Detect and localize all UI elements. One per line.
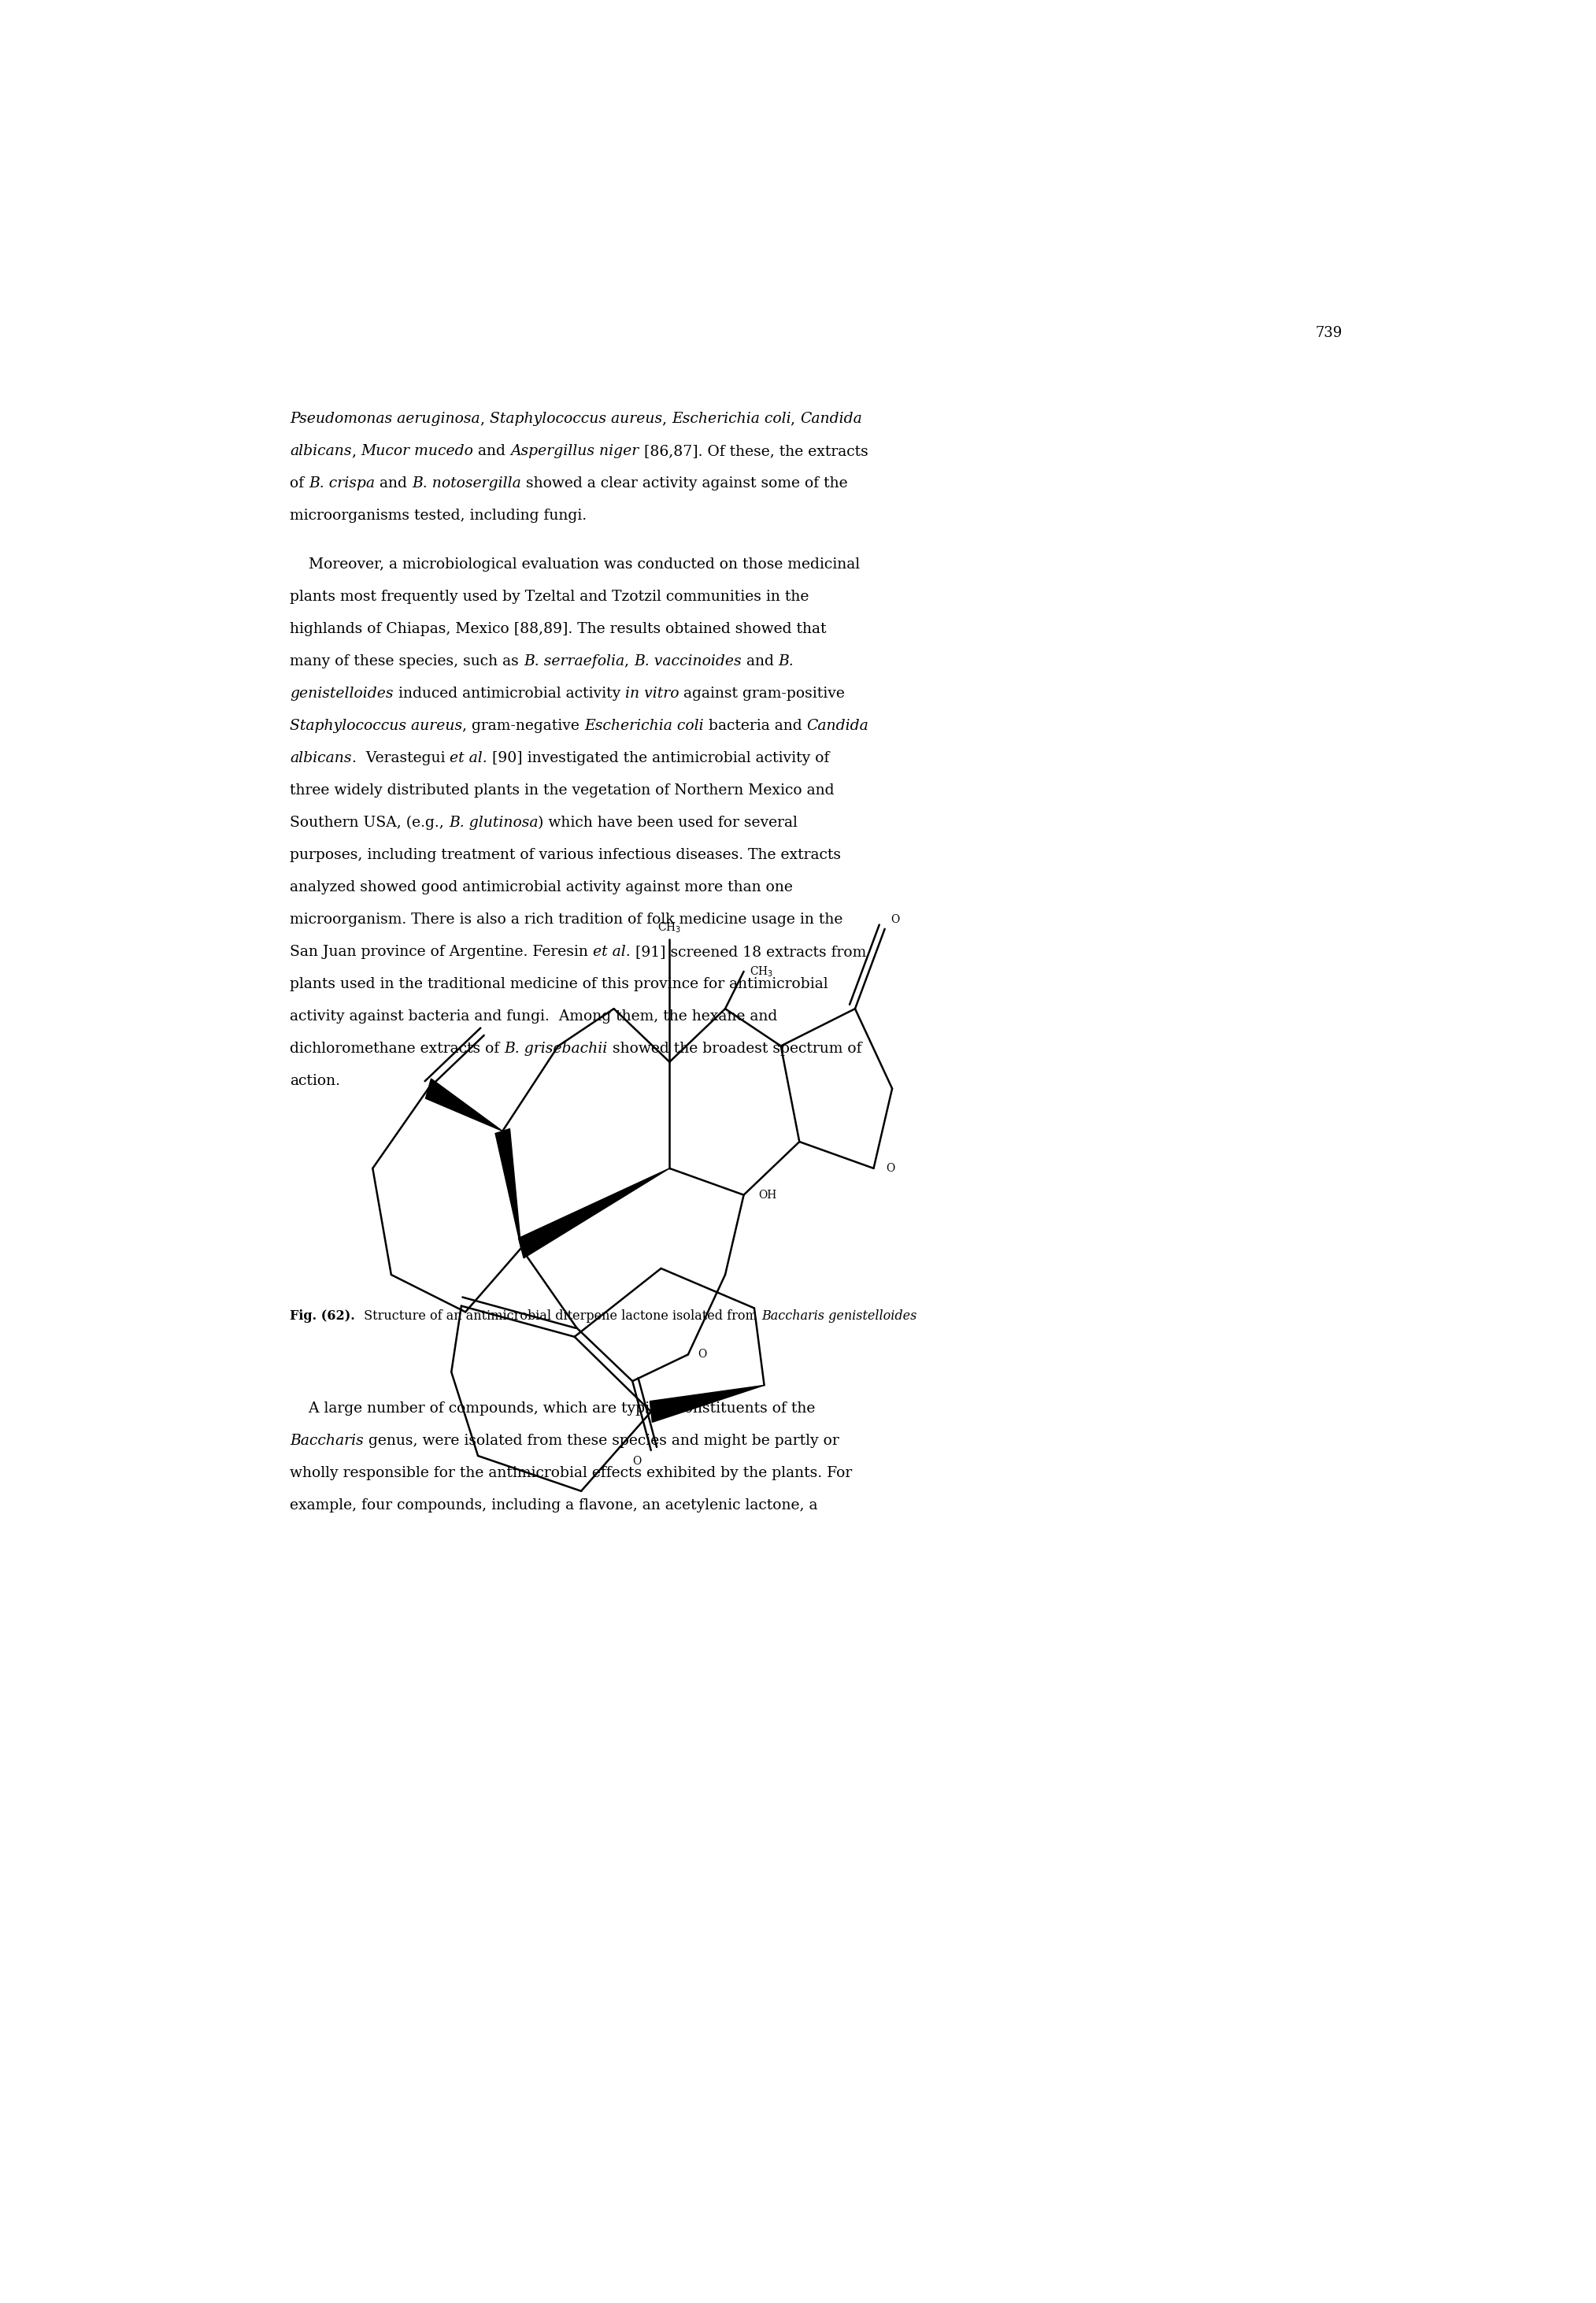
Text: Escherichia coli: Escherichia coli bbox=[672, 412, 792, 426]
Text: dichloromethane extracts of: dichloromethane extracts of bbox=[290, 1041, 504, 1055]
Text: [91] screened 18 extracts from: [91] screened 18 extracts from bbox=[630, 944, 867, 958]
Text: O: O bbox=[891, 914, 900, 926]
Text: et al.: et al. bbox=[592, 944, 630, 958]
Polygon shape bbox=[519, 1168, 670, 1257]
Text: Baccharis: Baccharis bbox=[290, 1435, 364, 1449]
Text: Escherichia coli: Escherichia coli bbox=[584, 719, 704, 732]
Text: O: O bbox=[632, 1455, 642, 1467]
Text: ,: , bbox=[624, 654, 634, 668]
Text: .  Verastegui: . Verastegui bbox=[351, 751, 450, 765]
Text: ,: , bbox=[351, 444, 361, 458]
Text: analyzed showed good antimicrobial activity against more than one: analyzed showed good antimicrobial activ… bbox=[290, 880, 793, 894]
Text: B. grisebachii: B. grisebachii bbox=[504, 1041, 608, 1055]
Text: example, four compounds, including a flavone, an acetylenic lactone, a: example, four compounds, including a fla… bbox=[290, 1499, 817, 1513]
Text: B. vaccinoides: B. vaccinoides bbox=[634, 654, 742, 668]
Polygon shape bbox=[650, 1386, 764, 1423]
Text: OH: OH bbox=[758, 1188, 777, 1200]
Text: against gram-positive: against gram-positive bbox=[678, 686, 844, 700]
Text: Southern USA, (e.g.,: Southern USA, (e.g., bbox=[290, 815, 448, 829]
Polygon shape bbox=[426, 1078, 503, 1131]
Text: ,: , bbox=[662, 412, 672, 426]
Text: albicans: albicans bbox=[290, 751, 351, 765]
Text: genistelloides: genistelloides bbox=[290, 686, 393, 700]
Text: of: of bbox=[290, 477, 308, 491]
Text: Candida: Candida bbox=[806, 719, 868, 732]
Text: in vitro: in vitro bbox=[626, 686, 678, 700]
Text: microorganism. There is also a rich tradition of folk medicine usage in the: microorganism. There is also a rich trad… bbox=[290, 912, 843, 926]
Text: CH$_3$: CH$_3$ bbox=[750, 965, 774, 979]
Text: Fig. (62).: Fig. (62). bbox=[290, 1310, 354, 1322]
Text: ,: , bbox=[792, 412, 800, 426]
Text: B.: B. bbox=[779, 654, 793, 668]
Text: Pseudomonas aeruginosa: Pseudomonas aeruginosa bbox=[290, 412, 480, 426]
Text: plants used in the traditional medicine of this province for antimicrobial: plants used in the traditional medicine … bbox=[290, 976, 828, 990]
Text: albicans: albicans bbox=[290, 444, 351, 458]
Text: Baccharis genistelloides: Baccharis genistelloides bbox=[761, 1310, 916, 1322]
Text: and: and bbox=[474, 444, 511, 458]
Text: induced antimicrobial activity: induced antimicrobial activity bbox=[393, 686, 626, 700]
Text: CH$_3$: CH$_3$ bbox=[658, 921, 681, 935]
Text: B. serraefolia: B. serraefolia bbox=[523, 654, 624, 668]
Text: Mucor mucedo: Mucor mucedo bbox=[361, 444, 474, 458]
Text: purposes, including treatment of various infectious diseases. The extracts: purposes, including treatment of various… bbox=[290, 848, 841, 861]
Polygon shape bbox=[495, 1128, 520, 1248]
Text: Structure of an antimicrobial diterpene lactone isolated from: Structure of an antimicrobial diterpene … bbox=[359, 1310, 761, 1322]
Text: and: and bbox=[742, 654, 779, 668]
Text: Staphylococcus aureus: Staphylococcus aureus bbox=[490, 412, 662, 426]
Text: B. crispa: B. crispa bbox=[308, 477, 375, 491]
Text: many of these species, such as: many of these species, such as bbox=[290, 654, 523, 668]
Text: 739: 739 bbox=[1315, 327, 1342, 341]
Text: , gram-negative: , gram-negative bbox=[463, 719, 584, 732]
Text: A large number of compounds, which are typical constituents of the: A large number of compounds, which are t… bbox=[290, 1403, 816, 1416]
Text: et al.: et al. bbox=[450, 751, 487, 765]
Text: microorganisms tested, including fungi.: microorganisms tested, including fungi. bbox=[290, 509, 587, 523]
Text: action.: action. bbox=[290, 1073, 340, 1087]
Text: showed the broadest spectrum of: showed the broadest spectrum of bbox=[608, 1041, 862, 1055]
Text: Staphylococcus aureus: Staphylococcus aureus bbox=[290, 719, 463, 732]
Text: plants most frequently used by Tzeltal and Tzotzil communities in the: plants most frequently used by Tzeltal a… bbox=[290, 590, 809, 603]
Text: ) which have been used for several: ) which have been used for several bbox=[538, 815, 798, 829]
Text: B. glutinosa: B. glutinosa bbox=[448, 815, 538, 829]
Text: highlands of Chiapas, Mexico [88,89]. The results obtained showed that: highlands of Chiapas, Mexico [88,89]. Th… bbox=[290, 622, 827, 636]
Text: Candida: Candida bbox=[800, 412, 862, 426]
Text: and: and bbox=[375, 477, 412, 491]
Text: genus, were isolated from these species and might be partly or: genus, were isolated from these species … bbox=[364, 1435, 839, 1449]
Text: O: O bbox=[697, 1350, 707, 1361]
Text: ,: , bbox=[480, 412, 490, 426]
Text: B. notosergilla: B. notosergilla bbox=[412, 477, 520, 491]
Text: three widely distributed plants in the vegetation of Northern Mexico and: three widely distributed plants in the v… bbox=[290, 783, 835, 797]
Text: O: O bbox=[886, 1163, 895, 1175]
Text: Moreover, a microbiological evaluation was conducted on those medicinal: Moreover, a microbiological evaluation w… bbox=[290, 557, 860, 571]
Text: [90] investigated the antimicrobial activity of: [90] investigated the antimicrobial acti… bbox=[487, 751, 830, 765]
Text: activity against bacteria and fungi.  Among them, the hexane and: activity against bacteria and fungi. Amo… bbox=[290, 1009, 777, 1023]
Text: wholly responsible for the antimicrobial effects exhibited by the plants. For: wholly responsible for the antimicrobial… bbox=[290, 1467, 852, 1481]
Text: bacteria and: bacteria and bbox=[704, 719, 806, 732]
Text: [86,87]. Of these, the extracts: [86,87]. Of these, the extracts bbox=[638, 444, 868, 458]
Text: showed a clear activity against some of the: showed a clear activity against some of … bbox=[520, 477, 847, 491]
Text: Aspergillus niger: Aspergillus niger bbox=[511, 444, 638, 458]
Text: San Juan province of Argentine. Feresin: San Juan province of Argentine. Feresin bbox=[290, 944, 592, 958]
